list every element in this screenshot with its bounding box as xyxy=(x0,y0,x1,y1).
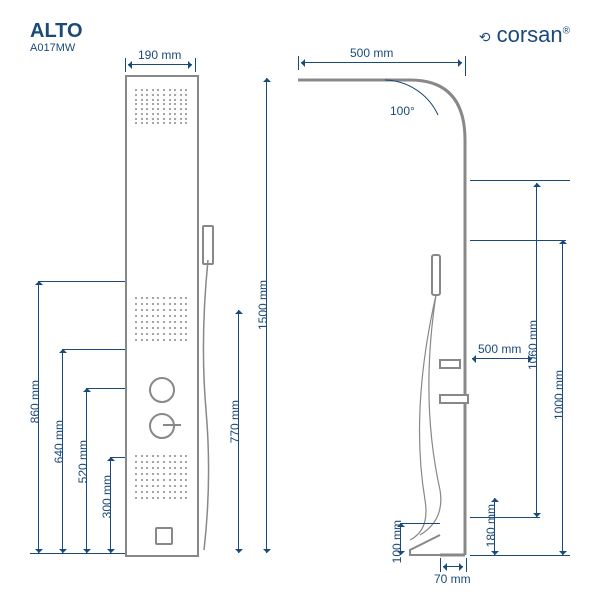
dim-860-label: 860 mm xyxy=(28,380,42,423)
knob-lower xyxy=(149,413,175,439)
dim-180-label: 180 mm xyxy=(484,504,498,547)
side-view-drawing xyxy=(290,60,570,565)
product-model: A017MW xyxy=(30,42,75,54)
brand-logo: ⟲ corsan® xyxy=(479,22,570,48)
dim-500-mid-label: 500 mm xyxy=(478,342,521,356)
product-title: ALTO xyxy=(30,20,83,43)
spray-mid xyxy=(135,297,189,343)
spray-low xyxy=(135,455,189,501)
dim-1000-label: 1000 mm xyxy=(552,370,566,420)
front-panel xyxy=(125,75,199,557)
dim-500-top xyxy=(301,62,462,63)
knob-upper xyxy=(149,377,175,403)
dim-770-label: 770 mm xyxy=(228,400,242,443)
hose-front xyxy=(198,260,228,555)
dim-70 xyxy=(443,566,463,567)
handshower-front xyxy=(202,225,214,265)
dim-300-label: 300 mm xyxy=(100,475,114,518)
dim-520-label: 520 mm xyxy=(76,440,90,483)
dim-1500-label: 1500 mm xyxy=(256,280,270,330)
dim-500-top-label: 500 mm xyxy=(350,46,393,60)
spray-top xyxy=(135,89,189,125)
dim-500-mid xyxy=(472,358,532,359)
dim-190-label: 190 mm xyxy=(138,48,181,62)
dim-190 xyxy=(128,64,192,65)
dim-640-label: 640 mm xyxy=(52,420,66,463)
dim-100-label: 100 mm xyxy=(390,520,404,563)
dim-70-label: 70 mm xyxy=(434,572,471,586)
valve-icon xyxy=(155,527,173,545)
dim-angle-label: 100° xyxy=(390,104,415,118)
